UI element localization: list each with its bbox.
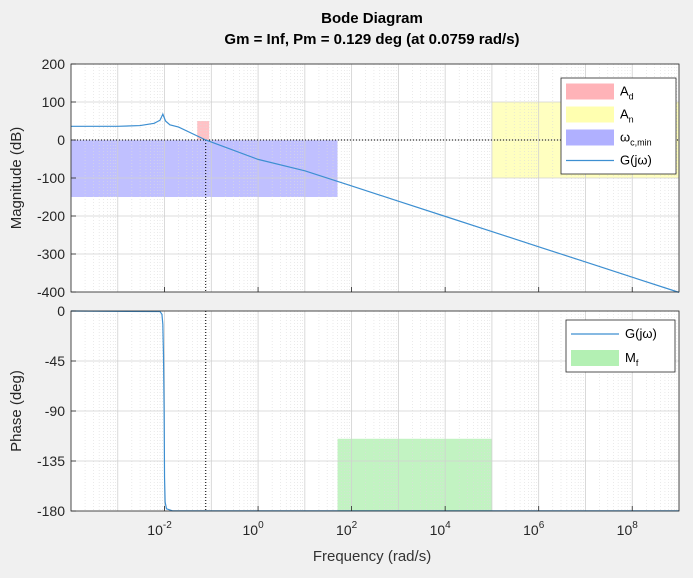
legend-label-main: ω: [620, 130, 630, 145]
legend: G(jω) Mf: [565, 319, 676, 373]
x-tick-exponent: 6: [539, 520, 545, 531]
x-tick-base: 10: [430, 522, 446, 538]
y-tick-label: 100: [42, 94, 66, 110]
y-tick-label: 0: [57, 132, 65, 148]
series-line-g-jw: [71, 112, 680, 293]
x-tick-exponent: 2: [352, 520, 358, 531]
legend-label-subscript: c,min: [630, 138, 652, 148]
legend-label: Mf: [625, 350, 639, 368]
y-tick-label: -90: [45, 403, 65, 419]
x-tick-base: 10: [336, 522, 352, 538]
legend-swatch: [566, 106, 614, 123]
region-a-d: [197, 121, 210, 140]
x-tick-label: 108: [617, 520, 639, 538]
y-tick-label: -45: [45, 353, 65, 369]
legend-label-main: M: [625, 350, 636, 365]
legend-swatch: [571, 350, 619, 366]
legend-label-main: A: [620, 107, 629, 122]
x-tick-base: 10: [617, 522, 633, 538]
x-tick-base: 10: [243, 522, 259, 538]
x-tick-exponent: 8: [632, 520, 638, 531]
legend-label-subscript: n: [629, 115, 634, 125]
legend-swatch: [566, 129, 614, 146]
legend-label: G(jω): [620, 153, 652, 168]
legend-label-subscript: f: [636, 358, 639, 368]
x-tick-exponent: -2: [163, 520, 172, 531]
series-line-g-jw: [70, 310, 679, 512]
x-tick-exponent: 0: [258, 520, 264, 531]
x-tick-label: 106: [523, 520, 545, 538]
legend-label: An: [620, 107, 634, 125]
legend-swatch: [566, 83, 614, 100]
y-axis-label: Magnitude (dB): [8, 127, 25, 230]
x-tick-exponent: 4: [445, 520, 451, 531]
y-tick-label: -135: [37, 453, 65, 469]
legend-label: ωc,min: [620, 130, 652, 148]
x-tick-label: 104: [430, 520, 452, 538]
y-tick-label: -180: [37, 503, 65, 519]
legend-label: G(jω): [625, 326, 657, 341]
legend-label: Ad: [620, 84, 634, 102]
y-tick-label: 200: [42, 56, 66, 72]
chart-subtitle: Gm = Inf, Pm = 0.129 deg (at 0.0759 rad/…: [224, 31, 519, 48]
y-tick-label: -200: [37, 208, 65, 224]
chart-title: Bode Diagram: [321, 10, 423, 27]
x-tick-base: 10: [147, 522, 163, 538]
y-tick-label: 0: [57, 303, 65, 319]
region-m-f: [337, 438, 492, 511]
x-tick-label: 10-2: [147, 520, 172, 538]
x-axis-label: Frequency (rad/s): [313, 548, 431, 565]
x-tick-base: 10: [523, 522, 539, 538]
legend-label-main: A: [620, 84, 629, 99]
y-tick-label: -300: [37, 246, 65, 262]
y-tick-label: -400: [37, 284, 65, 300]
legend-label-subscript: d: [629, 92, 634, 102]
y-axis-label: Phase (deg): [8, 370, 25, 452]
y-tick-label: -100: [37, 170, 65, 186]
x-tick-label: 100: [243, 520, 265, 538]
x-tick-label: 102: [336, 520, 358, 538]
